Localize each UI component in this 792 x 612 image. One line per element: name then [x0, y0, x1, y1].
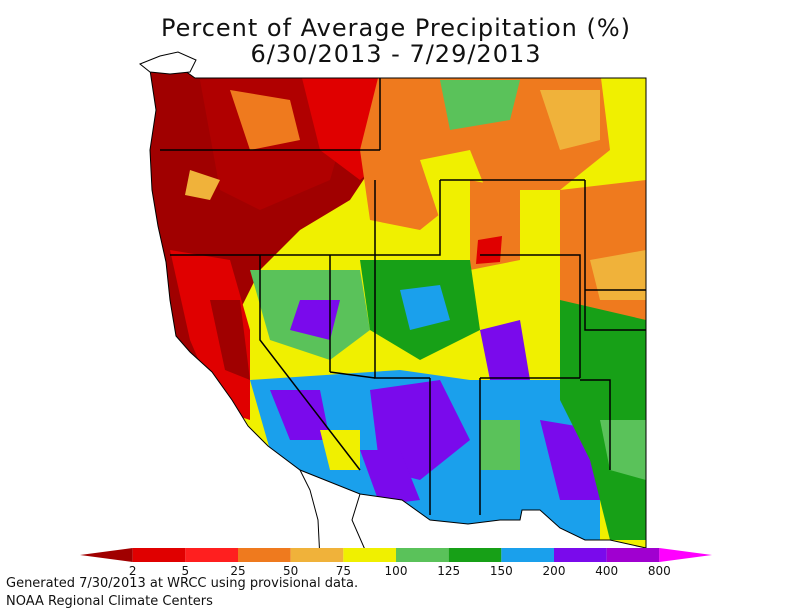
map-title: Percent of Average Precipitation (%): [160, 14, 632, 42]
baja-coast: [299, 469, 321, 561]
legend-swatch: [238, 548, 291, 562]
legend-swatch: [448, 548, 502, 562]
legend-swatch: [80, 548, 133, 562]
legend-swatch: [132, 548, 186, 562]
legend-tick-label: 400: [595, 564, 618, 578]
legend-tick-label: 25: [230, 564, 245, 578]
vancouver-island: [139, 51, 197, 75]
legend-tick-label: 2: [129, 564, 137, 578]
legend-tick-label: 100: [385, 564, 408, 578]
legend-tick-label: 125: [437, 564, 460, 578]
generated-note: Generated 7/30/2013 at WRCC using provis…: [6, 576, 359, 591]
legend-tick-label: 800: [648, 564, 671, 578]
legend-swatch: [290, 548, 344, 562]
legend-tick-label: 5: [182, 564, 190, 578]
legend-tick-label: 150: [490, 564, 513, 578]
map-date-range: 6/30/2013 - 7/29/2013: [250, 40, 542, 68]
legend-swatch: [659, 548, 712, 562]
legend-swatch: [185, 548, 238, 562]
legend-tick-label: 200: [543, 564, 566, 578]
legend-swatch: [554, 548, 607, 562]
legend-tick-label: 50: [283, 564, 298, 578]
legend-tick-label: 75: [336, 564, 351, 578]
source-note: NOAA Regional Climate Centers: [6, 594, 213, 609]
legend-swatch: [606, 548, 660, 562]
legend-swatch: [343, 548, 396, 562]
legend-swatch: [396, 548, 449, 562]
state-boundaries: [160, 78, 646, 515]
legend-swatch: [501, 548, 554, 562]
map-outline: [149, 65, 647, 549]
